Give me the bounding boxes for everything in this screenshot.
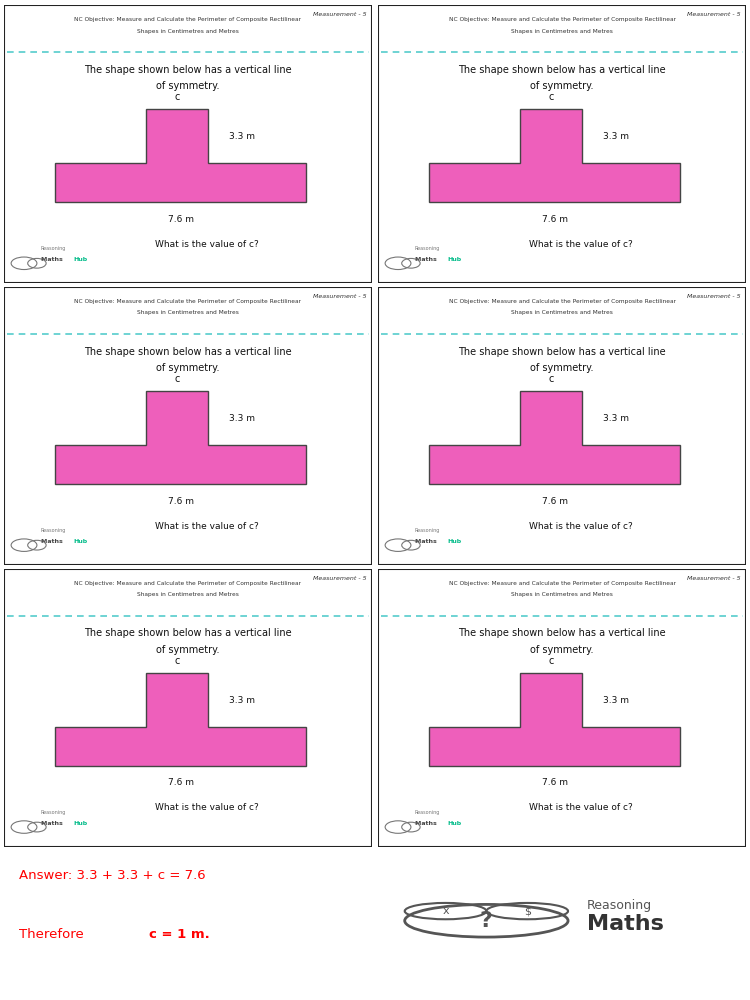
- Text: Hub: Hub: [448, 821, 462, 826]
- Text: Hub: Hub: [448, 257, 462, 262]
- Text: What is the value of c?: What is the value of c?: [154, 803, 258, 812]
- Text: of symmetry.: of symmetry.: [530, 81, 594, 91]
- Text: Reasoning: Reasoning: [415, 246, 440, 251]
- Text: Answer: 3.3 + 3.3 + c = 7.6: Answer: 3.3 + 3.3 + c = 7.6: [19, 869, 206, 882]
- Text: of symmetry.: of symmetry.: [530, 363, 594, 373]
- Text: Reasoning: Reasoning: [40, 246, 66, 251]
- Text: NC Objective: Measure and Calculate the Perimeter of Composite Rectilinear: NC Objective: Measure and Calculate the …: [74, 581, 302, 586]
- Text: Therefore: Therefore: [19, 928, 88, 941]
- FancyBboxPatch shape: [378, 569, 746, 846]
- Text: The shape shown below has a vertical line: The shape shown below has a vertical lin…: [458, 628, 666, 638]
- Text: $: $: [524, 906, 531, 916]
- Text: NC Objective: Measure and Calculate the Perimeter of Composite Rectilinear: NC Objective: Measure and Calculate the …: [74, 299, 302, 304]
- Text: Maths: Maths: [40, 821, 64, 826]
- Text: c = 1 m.: c = 1 m.: [148, 928, 209, 941]
- Text: Hub: Hub: [448, 539, 462, 544]
- Text: Measurement - 5: Measurement - 5: [687, 576, 741, 581]
- Text: What is the value of c?: What is the value of c?: [529, 803, 632, 812]
- Text: The shape shown below has a vertical line: The shape shown below has a vertical lin…: [84, 347, 292, 357]
- Text: NC Objective: Measure and Calculate the Perimeter of Composite Rectilinear: NC Objective: Measure and Calculate the …: [448, 581, 676, 586]
- Text: Maths: Maths: [415, 539, 439, 544]
- Text: Reasoning: Reasoning: [415, 810, 440, 815]
- Text: 3.3 m: 3.3 m: [602, 414, 628, 423]
- Text: 3.3 m: 3.3 m: [602, 132, 628, 141]
- Text: 7.6 m: 7.6 m: [167, 497, 194, 506]
- FancyBboxPatch shape: [378, 5, 746, 283]
- Text: Reasoning: Reasoning: [586, 899, 652, 912]
- FancyBboxPatch shape: [4, 5, 372, 283]
- Text: NC Objective: Measure and Calculate the Perimeter of Composite Rectilinear: NC Objective: Measure and Calculate the …: [448, 17, 676, 22]
- Polygon shape: [429, 391, 680, 484]
- Text: of symmetry.: of symmetry.: [530, 645, 594, 655]
- FancyBboxPatch shape: [378, 287, 746, 565]
- Text: Maths: Maths: [40, 257, 64, 262]
- Text: NC Objective: Measure and Calculate the Perimeter of Composite Rectilinear: NC Objective: Measure and Calculate the …: [448, 299, 676, 304]
- Text: Reasoning: Reasoning: [40, 528, 66, 533]
- Text: Maths: Maths: [415, 257, 439, 262]
- Text: What is the value of c?: What is the value of c?: [154, 240, 258, 249]
- Text: of symmetry.: of symmetry.: [156, 81, 220, 91]
- Text: Shapes in Centimetres and Metres: Shapes in Centimetres and Metres: [137, 29, 239, 34]
- Text: c: c: [174, 92, 180, 102]
- Text: Maths: Maths: [40, 539, 64, 544]
- Text: c: c: [174, 374, 180, 384]
- Text: of symmetry.: of symmetry.: [156, 645, 220, 655]
- Text: 3.3 m: 3.3 m: [229, 696, 254, 705]
- Text: Measurement - 5: Measurement - 5: [313, 12, 367, 17]
- Text: Maths: Maths: [415, 821, 439, 826]
- Text: of symmetry.: of symmetry.: [156, 363, 220, 373]
- Text: Shapes in Centimetres and Metres: Shapes in Centimetres and Metres: [137, 310, 239, 315]
- Polygon shape: [56, 673, 306, 766]
- Text: What is the value of c?: What is the value of c?: [529, 522, 632, 531]
- FancyBboxPatch shape: [4, 287, 372, 565]
- Text: 7.6 m: 7.6 m: [542, 497, 568, 506]
- Text: 3.3 m: 3.3 m: [229, 132, 254, 141]
- Text: What is the value of c?: What is the value of c?: [154, 522, 258, 531]
- Text: 7.6 m: 7.6 m: [542, 215, 568, 224]
- Text: 7.6 m: 7.6 m: [167, 778, 194, 787]
- Text: Hub: Hub: [74, 821, 88, 826]
- Text: The shape shown below has a vertical line: The shape shown below has a vertical lin…: [458, 347, 666, 357]
- Text: Measurement - 5: Measurement - 5: [313, 576, 367, 581]
- Text: 7.6 m: 7.6 m: [542, 778, 568, 787]
- Polygon shape: [429, 673, 680, 766]
- Text: c: c: [548, 374, 554, 384]
- Text: c: c: [548, 92, 554, 102]
- Text: Shapes in Centimetres and Metres: Shapes in Centimetres and Metres: [137, 592, 239, 597]
- Text: Measurement - 5: Measurement - 5: [687, 294, 741, 299]
- Text: Hub: Hub: [74, 539, 88, 544]
- Text: 7.6 m: 7.6 m: [167, 215, 194, 224]
- Polygon shape: [56, 109, 306, 202]
- Text: Measurement - 5: Measurement - 5: [313, 294, 367, 299]
- Text: Reasoning: Reasoning: [40, 810, 66, 815]
- Text: Shapes in Centimetres and Metres: Shapes in Centimetres and Metres: [511, 29, 613, 34]
- Text: 3.3 m: 3.3 m: [602, 696, 628, 705]
- Text: The shape shown below has a vertical line: The shape shown below has a vertical lin…: [458, 65, 666, 75]
- Text: x: x: [442, 906, 448, 916]
- Text: Measurement - 5: Measurement - 5: [687, 12, 741, 17]
- Text: 3.3 m: 3.3 m: [229, 414, 254, 423]
- Text: Shapes in Centimetres and Metres: Shapes in Centimetres and Metres: [511, 310, 613, 315]
- Text: What is the value of c?: What is the value of c?: [529, 240, 632, 249]
- Text: The shape shown below has a vertical line: The shape shown below has a vertical lin…: [84, 65, 292, 75]
- Text: ?: ?: [480, 911, 493, 931]
- Text: Shapes in Centimetres and Metres: Shapes in Centimetres and Metres: [511, 592, 613, 597]
- Text: The shape shown below has a vertical line: The shape shown below has a vertical lin…: [84, 628, 292, 638]
- Text: Maths: Maths: [586, 914, 671, 934]
- Text: NC Objective: Measure and Calculate the Perimeter of Composite Rectilinear: NC Objective: Measure and Calculate the …: [74, 17, 302, 22]
- Text: c: c: [548, 656, 554, 666]
- Text: Hub: Hub: [74, 257, 88, 262]
- FancyBboxPatch shape: [4, 569, 372, 846]
- Text: c: c: [174, 656, 180, 666]
- Polygon shape: [429, 109, 680, 202]
- Text: Reasoning: Reasoning: [415, 528, 440, 533]
- Polygon shape: [56, 391, 306, 484]
